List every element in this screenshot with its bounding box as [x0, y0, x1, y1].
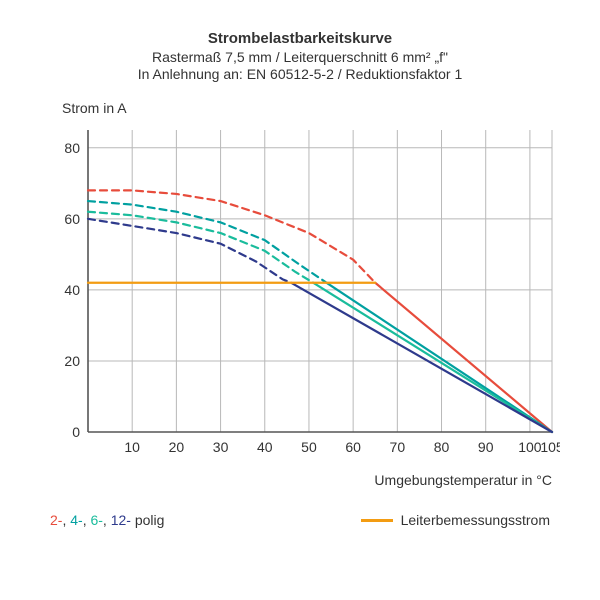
svg-text:100: 100: [518, 439, 542, 455]
y-axis-label: Strom in A: [62, 100, 560, 116]
legend-pole-2: 2-: [50, 512, 62, 528]
legend: 2-, 4-, 6-, 12- polig Leiterbemessungsst…: [40, 512, 560, 528]
legend-poles: 2-, 4-, 6-, 12- polig: [50, 512, 164, 528]
legend-pole-6: 6-: [90, 512, 102, 528]
svg-text:40: 40: [64, 282, 80, 298]
chart-header: Strombelastbarkeitskurve Rastermaß 7,5 m…: [40, 30, 560, 82]
svg-text:50: 50: [301, 439, 317, 455]
chart-svg: 0 20 40 60 80 10 20 30 40 50 60 70 80 90 100105: [40, 122, 560, 462]
chart-subtitle-1: Rastermaß 7,5 mm / Leiterquerschnitt 6 m…: [40, 49, 560, 65]
svg-text:80: 80: [434, 439, 450, 455]
x-axis-label: Umgebungstemperatur in °C: [40, 472, 560, 488]
svg-text:20: 20: [169, 439, 185, 455]
legend-pole-12: 12-: [111, 512, 131, 528]
legend-pole-4: 4-: [70, 512, 82, 528]
svg-text:0: 0: [72, 424, 80, 440]
svg-text:40: 40: [257, 439, 273, 455]
svg-text:70: 70: [390, 439, 406, 455]
legend-poles-suffix: polig: [131, 512, 164, 528]
svg-text:20: 20: [64, 353, 80, 369]
legend-rating-line: [361, 519, 393, 522]
legend-rating: Leiterbemessungsstrom: [361, 512, 550, 528]
chart-subtitle-2: In Anlehnung an: EN 60512-5-2 / Reduktio…: [40, 66, 560, 82]
chart-area: 0 20 40 60 80 10 20 30 40 50 60 70 80 90 100105: [40, 122, 560, 462]
legend-rating-label: Leiterbemessungsstrom: [401, 512, 550, 528]
svg-text:60: 60: [345, 439, 361, 455]
svg-text:60: 60: [64, 211, 80, 227]
svg-text:80: 80: [64, 140, 80, 156]
svg-text:90: 90: [478, 439, 494, 455]
svg-text:30: 30: [213, 439, 229, 455]
svg-text:105: 105: [540, 439, 560, 455]
svg-text:10: 10: [124, 439, 140, 455]
chart-title: Strombelastbarkeitskurve: [40, 30, 560, 47]
